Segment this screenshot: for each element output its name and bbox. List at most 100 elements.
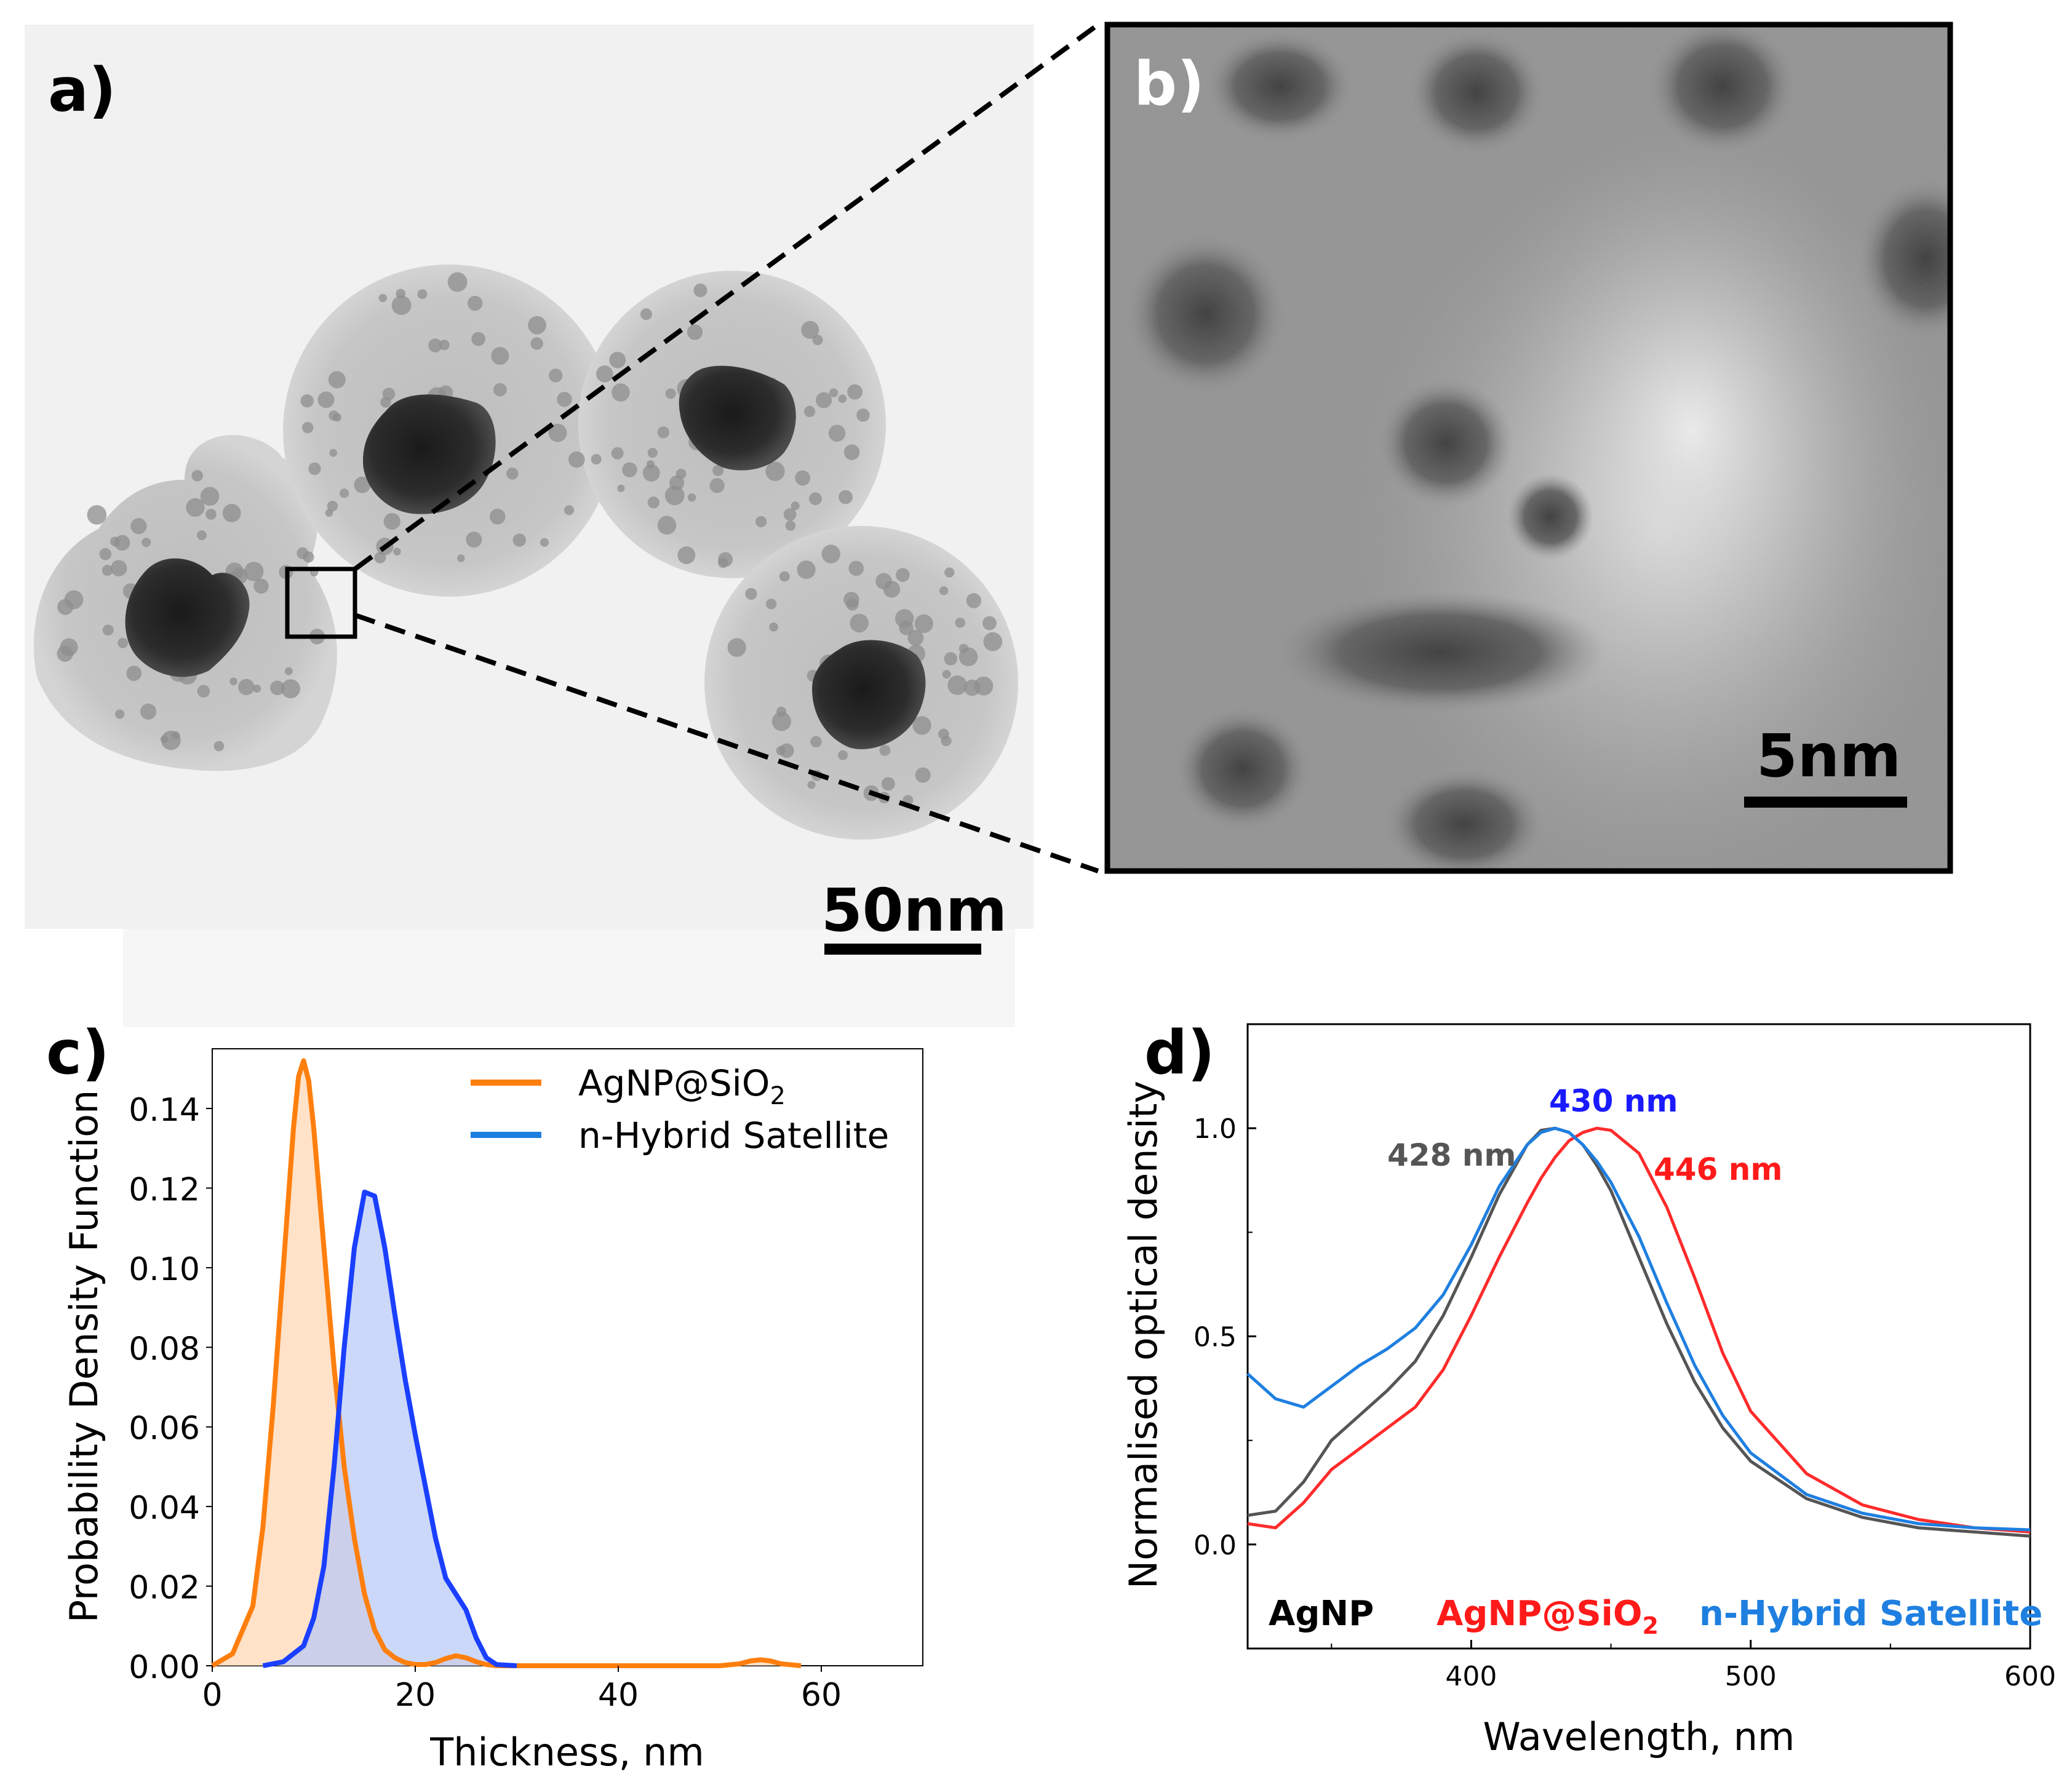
satellite-dot — [642, 464, 660, 482]
panel-b-hrtem-image: b) 5nm — [1104, 22, 1953, 874]
satellite-dot — [944, 652, 958, 666]
panel-a-scale-bar-label: 50nm — [821, 876, 1007, 945]
y-tick-label: 0.5 — [1193, 1322, 1237, 1353]
satellite-dot — [647, 447, 658, 458]
satellite-dot — [160, 735, 169, 744]
x-tick-label: 60 — [801, 1677, 842, 1714]
satellite-dot — [540, 538, 549, 547]
panel-d-x-axis-title: Wavelength, nm — [1483, 1714, 1795, 1759]
satellite-dot — [883, 581, 901, 598]
satellite-dot — [955, 618, 966, 628]
satellite-dot — [791, 501, 800, 511]
satellite-dot — [810, 736, 822, 748]
satellite-dot — [457, 554, 465, 562]
satellite-dot — [378, 293, 387, 303]
satellite-dot — [297, 547, 309, 559]
satellite-dot — [727, 638, 746, 657]
y-tick-label: 0.04 — [129, 1490, 200, 1527]
y-tick-label: 1.0 — [1193, 1113, 1237, 1145]
satellite-dot — [838, 750, 848, 760]
satellite-dot — [809, 492, 822, 506]
satellite-dot — [253, 578, 269, 594]
series-label-agnp-sio2: AgNP@SiO2 — [1436, 1594, 1659, 1639]
satellite-dot — [847, 384, 863, 400]
satellite-dot — [675, 468, 687, 479]
satellite-dot — [647, 496, 659, 509]
panel-d-y-axis: 0.0 0.5 1.0 — [1193, 1024, 1256, 1649]
satellite-dot — [611, 447, 624, 459]
annotation-428-nm: 428 nm — [1387, 1137, 1516, 1173]
satellite-dot — [328, 371, 346, 389]
y-tick-label: 0.10 — [129, 1251, 200, 1288]
panel-d-label: d) — [1144, 1018, 1215, 1088]
satellite-dot — [327, 501, 338, 512]
satellite-dot — [769, 622, 778, 632]
satellite-dot — [776, 706, 787, 717]
satellite-dot — [942, 670, 951, 679]
satellite-dot — [879, 744, 891, 756]
satellite-dot — [171, 731, 180, 740]
y-tick-label: 0.06 — [129, 1410, 200, 1447]
satellite-dot — [186, 498, 205, 517]
panel-d-y-axis-title: Normalised optical density — [1121, 1081, 1166, 1589]
satellite-dot — [301, 421, 314, 434]
x-tick-label: 20 — [395, 1677, 436, 1714]
panel-c-x-axis: 0 20 40 60 — [202, 1666, 842, 1714]
satellite-dot — [87, 505, 107, 525]
satellite-dot — [843, 592, 859, 608]
nanoparticle-cores — [125, 365, 926, 750]
panel-c-label: c) — [46, 1018, 110, 1088]
satellite-dot — [687, 324, 703, 340]
satellite-dot — [828, 424, 846, 442]
satellite-dot — [506, 467, 519, 480]
satellite-dot — [664, 485, 685, 506]
satellite-dot — [899, 620, 914, 635]
satellite-dot — [417, 289, 428, 300]
satellite-dot — [657, 515, 677, 535]
satellite-dot — [596, 365, 613, 383]
series-line-agnp-sio2 — [210, 1058, 802, 1668]
series-label-agnp: AgNP — [1269, 1594, 1374, 1634]
satellite-dot — [609, 351, 626, 368]
satellite-dot — [102, 624, 114, 636]
satellite-dot — [489, 509, 506, 525]
panel-b-frame — [1104, 22, 1953, 874]
satellite-dot — [771, 712, 792, 731]
satellite-dot — [126, 666, 142, 682]
x-tick-label: 400 — [1445, 1661, 1497, 1692]
panel-a-tem-image: a) 50nm — [25, 25, 1034, 1027]
y-tick-label: 0.0 — [1193, 1530, 1237, 1561]
annotation-446-nm: 446 nm — [1654, 1152, 1782, 1187]
particle-core-lower-right — [812, 640, 926, 750]
satellite-dot — [807, 781, 816, 789]
satellite-dot — [102, 565, 113, 576]
panel-b-scale-bar — [1744, 797, 1907, 808]
satellite-dot — [244, 562, 264, 581]
satellite-dot — [568, 451, 585, 468]
satellite-dot — [439, 340, 450, 351]
satellite-dot — [284, 667, 293, 675]
particle-core-left — [125, 558, 250, 677]
satellite-dot — [657, 426, 669, 439]
satellite-dot — [548, 423, 567, 442]
satellite-dot — [591, 454, 602, 465]
particle-core-upper-center — [363, 394, 496, 514]
satellite-dot — [238, 678, 255, 696]
panel-c-x-axis-title: Thickness, nm — [429, 1730, 704, 1774]
x-tick-label: 40 — [598, 1677, 639, 1714]
satellite-dot — [140, 703, 157, 720]
series-line-agnp — [1247, 1126, 2031, 1538]
satellite-dot — [325, 509, 333, 517]
satellite-dot — [765, 461, 785, 482]
satellite-dot — [821, 544, 840, 563]
satellite-dot — [755, 516, 767, 528]
satellite-dot — [966, 593, 982, 608]
satellite-dot — [329, 448, 338, 457]
satellite-dot — [829, 388, 839, 397]
satellite-dot — [640, 308, 652, 320]
panel-c-legend: AgNP@SiO2 n-Hybrid Satellite — [471, 1062, 889, 1156]
satellite-dot — [466, 531, 482, 548]
zoom-line-top — [353, 22, 1100, 571]
satellite-dot — [382, 388, 396, 400]
